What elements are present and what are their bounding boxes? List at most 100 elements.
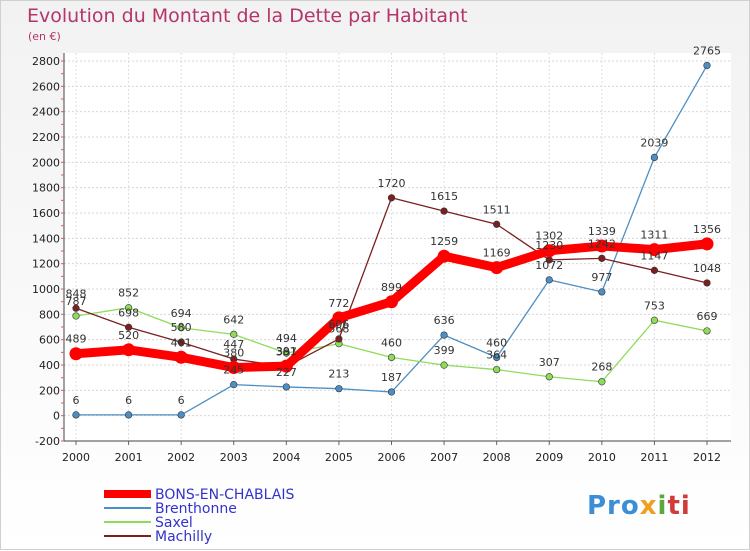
y-tick-label: -200 xyxy=(35,435,60,448)
legend-label: Brenthonne xyxy=(155,501,237,517)
data-point xyxy=(124,411,133,419)
data-label: 1242 xyxy=(588,237,616,250)
data-point xyxy=(387,353,396,362)
data-label: 787 xyxy=(66,295,87,308)
data-point xyxy=(335,335,343,343)
data-point xyxy=(230,330,238,338)
data-point xyxy=(440,361,448,369)
data-point xyxy=(440,331,448,339)
data-label: 6 xyxy=(73,394,80,407)
y-tick-label: 2800 xyxy=(32,55,60,68)
data-label: 307 xyxy=(539,356,560,369)
x-tick-label: 2004 xyxy=(272,451,300,464)
data-point xyxy=(493,353,501,362)
data-label: 568 xyxy=(328,323,349,336)
data-label: 187 xyxy=(381,371,402,384)
data-label: 1311 xyxy=(640,229,668,242)
legend-label: BONS-EN-CHABLAIS xyxy=(155,487,294,503)
data-point xyxy=(647,243,661,257)
data-label: 364 xyxy=(486,349,507,362)
x-tick-label: 2012 xyxy=(693,451,721,464)
data-label: 494 xyxy=(276,332,297,345)
y-tick-label: 1400 xyxy=(32,232,60,245)
data-label: 387 xyxy=(276,346,297,359)
data-point xyxy=(230,381,238,389)
data-point xyxy=(598,288,606,296)
data-label: 772 xyxy=(328,297,349,310)
data-label: 698 xyxy=(118,306,139,319)
data-label: 636 xyxy=(434,314,455,327)
data-label: 1048 xyxy=(693,262,721,275)
data-label: 2039 xyxy=(640,136,668,149)
x-tick-label: 2008 xyxy=(483,451,511,464)
data-point xyxy=(650,316,659,324)
data-point xyxy=(387,194,396,202)
data-label: 1339 xyxy=(588,225,616,238)
data-label: 489 xyxy=(66,333,87,346)
data-point xyxy=(177,324,185,332)
y-tick-label: 200 xyxy=(39,384,60,397)
data-point xyxy=(177,411,185,419)
x-tick-label: 2003 xyxy=(220,451,248,464)
data-point xyxy=(437,249,451,263)
x-tick-label: 2006 xyxy=(378,451,406,464)
data-label: 1615 xyxy=(430,190,458,203)
data-point xyxy=(490,261,504,275)
logo-part-4: ti xyxy=(667,491,691,521)
data-label: 606 xyxy=(328,318,349,331)
data-point xyxy=(72,411,80,419)
data-label: 848 xyxy=(66,287,87,300)
data-point xyxy=(124,323,133,331)
y-tick-label: 2000 xyxy=(32,156,60,169)
x-tick-label: 2001 xyxy=(115,451,143,464)
data-point xyxy=(282,349,290,357)
x-tick-label: 2007 xyxy=(430,451,458,464)
data-point xyxy=(493,220,501,228)
data-label: 520 xyxy=(118,329,139,342)
data-label: 642 xyxy=(223,313,244,326)
logo-part-3: i xyxy=(657,491,668,521)
data-point xyxy=(332,311,346,325)
y-tick-label: 2400 xyxy=(32,106,60,119)
y-tick-label: 1000 xyxy=(32,283,60,296)
data-point xyxy=(703,327,711,335)
data-label: 447 xyxy=(223,338,244,351)
data-label: 852 xyxy=(118,287,139,300)
logo-part-2: x xyxy=(639,491,658,521)
data-point xyxy=(598,378,606,386)
data-label: 227 xyxy=(276,366,297,379)
data-label: 1356 xyxy=(693,223,721,236)
data-label: 213 xyxy=(328,368,349,381)
data-point xyxy=(595,239,609,253)
data-point xyxy=(493,365,501,374)
data-label: 1169 xyxy=(483,247,511,260)
data-label: 1230 xyxy=(535,239,563,252)
data-label: 461 xyxy=(171,336,192,349)
x-tick-label: 2000 xyxy=(62,451,90,464)
data-label: 899 xyxy=(381,281,402,294)
data-label: 460 xyxy=(486,336,507,349)
x-tick-label: 2005 xyxy=(325,451,353,464)
y-tick-label: 800 xyxy=(39,308,60,321)
data-point xyxy=(279,359,293,373)
data-point xyxy=(387,388,396,396)
proxiti-logo: Proxiti xyxy=(587,491,691,521)
data-point xyxy=(650,266,659,274)
chart-title: Evolution du Montant de la Dette par Hab… xyxy=(27,5,468,27)
legend-label: Saxel xyxy=(155,515,193,531)
data-label: 391 xyxy=(276,345,297,358)
data-point xyxy=(124,304,133,312)
data-label: 268 xyxy=(591,361,612,374)
data-point xyxy=(650,153,659,161)
y-tick-label: 400 xyxy=(39,359,60,372)
x-tick-label: 2011 xyxy=(640,451,668,464)
data-point xyxy=(598,254,606,262)
data-point xyxy=(703,279,711,287)
data-point xyxy=(545,276,553,284)
y-tick-label: 0 xyxy=(53,410,60,423)
data-label: 694 xyxy=(171,307,192,320)
data-label: 977 xyxy=(591,271,612,284)
data-point xyxy=(72,304,80,312)
